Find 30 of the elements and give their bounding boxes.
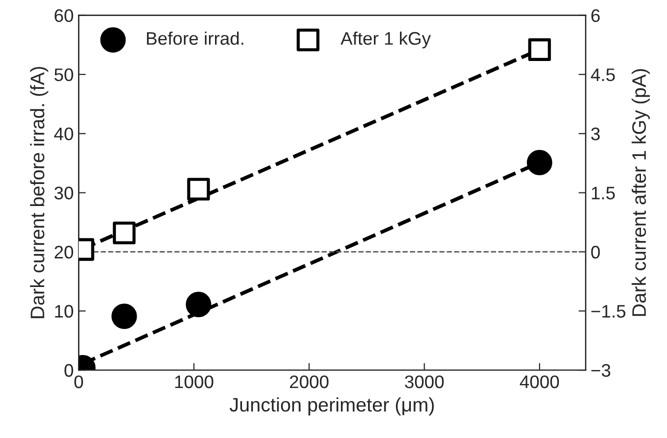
y2-tick-label: 3: [591, 128, 600, 140]
point: [186, 292, 212, 318]
point: [526, 150, 552, 176]
point: [112, 222, 136, 244]
y2-tick-label: 4.5: [590, 68, 615, 82]
y-tick-label: 50: [54, 68, 74, 82]
y2-tick-label: −1.5: [591, 305, 626, 318]
point: [111, 304, 137, 330]
x-tick-label: 4000: [520, 375, 559, 388]
y2-tick-label: 0: [591, 246, 600, 259]
y-tick-label: 60: [54, 9, 74, 22]
x-tick-label: 3000: [404, 375, 444, 388]
x-tick-label: 2000: [290, 375, 329, 388]
y2-tick-label: 1.5: [592, 186, 615, 200]
y2-axis-title: Dark current after 1 kGy (pA): [632, 69, 650, 316]
y-tick-label: 30: [54, 186, 74, 200]
y-tick-label: 10: [55, 304, 74, 318]
point: [187, 178, 210, 201]
x-tick-label: 0: [74, 375, 84, 388]
y-tick-label: 40: [54, 128, 74, 140]
y2-tick-label: −3: [591, 364, 610, 377]
y-tick-label: 20: [54, 246, 74, 259]
point: [528, 38, 551, 61]
y2-tick-label: 6: [591, 9, 600, 22]
legend-label: Before irrad.: [146, 32, 244, 45]
x-tick-label: 1000: [175, 375, 214, 388]
legend-label: After 1 kGy: [340, 32, 431, 48]
y-axis-title: Dark current before irrad. (fA): [30, 66, 48, 318]
x-axis-title: Junction perimeter (μm): [230, 397, 434, 416]
y-tick-label: 0: [64, 364, 74, 377]
